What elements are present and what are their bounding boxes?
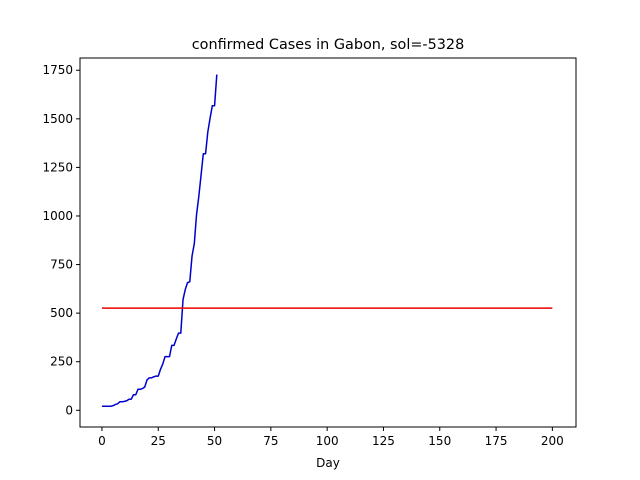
y-tick-label: 500 — [50, 306, 73, 320]
x-tick-label: 200 — [541, 434, 564, 448]
y-tick-label: 1500 — [42, 112, 73, 126]
x-axis-label: Day — [316, 456, 340, 470]
x-tick-label: 125 — [372, 434, 395, 448]
y-tick-label: 750 — [50, 258, 73, 272]
chart-title: confirmed Cases in Gabon, sol=-5328 — [192, 37, 464, 53]
y-tick-label: 0 — [65, 403, 73, 417]
series-line-0 — [101, 74, 218, 407]
x-tick-label: 150 — [428, 434, 451, 448]
y-axis-ticks: 0 250 500 750 1000 1250 1500 1750 — [42, 63, 80, 417]
y-tick-label: 1000 — [42, 209, 73, 223]
x-tick-label: 100 — [316, 434, 339, 448]
x-tick-label: 175 — [485, 434, 508, 448]
series-layer — [101, 74, 553, 407]
x-axis-ticks: 0 25 50 75 100 125 150 175 200 — [98, 427, 564, 448]
x-tick-label: 0 — [98, 434, 106, 448]
x-tick-label: 50 — [207, 434, 222, 448]
y-tick-label: 1250 — [42, 160, 73, 174]
plot-area-frame — [79, 57, 577, 428]
x-tick-label: 25 — [151, 434, 166, 448]
y-tick-label: 1750 — [42, 63, 73, 77]
x-tick-label: 75 — [263, 434, 278, 448]
y-tick-label: 250 — [50, 355, 73, 369]
